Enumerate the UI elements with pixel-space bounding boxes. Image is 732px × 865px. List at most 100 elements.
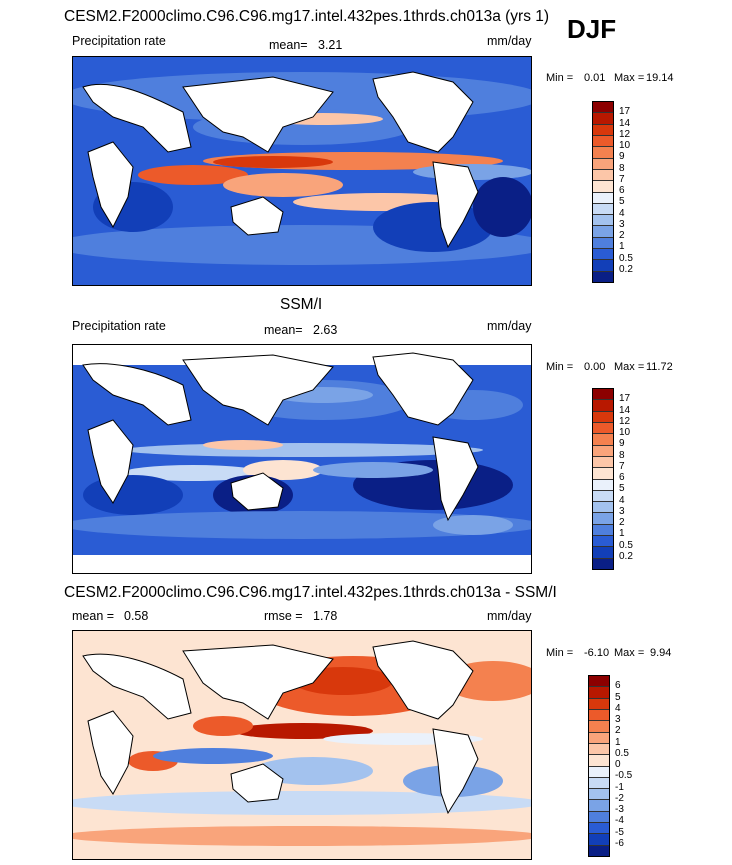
colorbar-swatch [593, 479, 613, 491]
colorbar-swatch [593, 169, 613, 182]
colorbar-tick-label: -4 [615, 815, 624, 827]
panel1-title: CESM2.F2000climo.C96.C96.mg17.intel.432p… [64, 8, 550, 25]
colorbar-swatch [593, 490, 613, 503]
panel3-min-label: Min = [546, 647, 574, 659]
panel2-map-svg [73, 345, 531, 573]
colorbar-swatch [593, 468, 613, 480]
colorbar-tick-label: 12 [619, 415, 631, 427]
colorbar-swatch [593, 434, 613, 446]
colorbar-tick-label: 0.2 [619, 263, 633, 275]
colorbar-swatch [589, 789, 609, 801]
panel1-units: mm/day [487, 34, 532, 48]
colorbar-swatch [593, 249, 613, 261]
colorbar-tick-label: 17 [619, 106, 631, 118]
colorbar-swatch [593, 226, 613, 238]
colorbar-tick-label: 6 [619, 185, 625, 196]
colorbar-tick-label: 10 [619, 140, 631, 151]
colorbar-swatch [589, 766, 609, 778]
colorbar-tick-label: -0.5 [615, 770, 633, 782]
panel3-max-label: Max = [614, 647, 645, 659]
colorbar-tick-label: 5 [615, 691, 621, 703]
colorbar-swatch [589, 845, 609, 856]
panel1-map-svg [73, 57, 531, 285]
colorbar-tick-label: 0.5 [619, 539, 633, 551]
panel2-max-value: 11.72 [646, 361, 673, 373]
panel2-max-label: Max = [614, 361, 645, 373]
colorbar-tick-label: 7 [619, 173, 625, 185]
colorbar-swatch [593, 524, 613, 537]
colorbar-tick-label: 5 [619, 196, 625, 208]
panel3-colorbar [588, 675, 610, 857]
colorbar-swatch [593, 215, 613, 227]
colorbar-swatch [589, 709, 609, 722]
colorbar-tick-label: 4 [619, 494, 625, 506]
colorbar-swatch [589, 777, 609, 790]
panel3-max-value: 9.94 [650, 647, 672, 659]
panel3-units: mm/day [487, 609, 532, 623]
panel3-title: CESM2.F2000climo.C96.C96.mg17.intel.432p… [64, 584, 557, 601]
colorbar-tick-label: 9 [619, 438, 625, 450]
season-label: DJF [567, 14, 617, 44]
colorbar-swatch [593, 124, 613, 136]
colorbar-tick-label: 2 [615, 725, 621, 737]
colorbar-tick-label: 14 [619, 117, 631, 129]
colorbar-swatch [593, 260, 613, 272]
colorbar-swatch [593, 158, 613, 170]
panel1-colorbar [592, 101, 614, 283]
colorbar-tick-label: 1 [615, 736, 621, 748]
panel2-variable-label: Precipitation rate [72, 319, 166, 333]
panel3-map-svg [73, 631, 531, 859]
colorbar-swatch [593, 389, 613, 401]
colorbar-tick-label: 10 [619, 427, 631, 438]
panel2-title: SSM/I [280, 296, 323, 313]
panel3-min-value: -6.10 [584, 647, 610, 659]
colorbar-swatch [589, 811, 609, 824]
panel1-variable-label: Precipitation rate [72, 34, 166, 48]
colorbar-swatch [589, 687, 609, 699]
colorbar-tick-label: -3 [615, 804, 624, 815]
colorbar-swatch [589, 834, 609, 846]
colorbar-tick-label: 14 [619, 404, 631, 416]
colorbar-tick-label: 4 [615, 702, 621, 714]
panel2-colorbar [592, 388, 614, 570]
colorbar-swatch [593, 456, 613, 469]
colorbar-tick-label: 6 [619, 472, 625, 483]
colorbar-tick-label: 0.2 [619, 550, 633, 562]
colorbar-swatch [589, 676, 609, 688]
panel1-min-label: Min = [546, 72, 574, 84]
colorbar-swatch [589, 732, 609, 744]
colorbar-tick-label: -6 [615, 837, 624, 849]
panel2-mean-value: 2.63 [313, 323, 338, 337]
colorbar-tick-label: 0 [615, 759, 621, 770]
colorbar-tick-label: 0.5 [615, 747, 629, 759]
colorbar-swatch [593, 192, 613, 204]
colorbar-tick-label: 8 [619, 162, 625, 174]
panel2-min-value: 0.00 [584, 361, 606, 373]
panel3-rmse-label: rmse = [264, 609, 303, 623]
panel1-max-value: 19.14 [646, 72, 674, 84]
colorbar-swatch [593, 400, 613, 412]
panel2-units: mm/day [487, 319, 532, 333]
colorbar-swatch [589, 800, 609, 812]
colorbar-swatch [593, 102, 613, 114]
colorbar-swatch [593, 547, 613, 559]
colorbar-swatch [589, 823, 609, 835]
colorbar-tick-label: 17 [619, 393, 631, 405]
colorbar-tick-label: 9 [619, 151, 625, 163]
colorbar-tick-label: 6 [615, 680, 621, 692]
colorbar-swatch [589, 721, 609, 733]
colorbar-tick-label: 8 [619, 449, 625, 461]
colorbar-swatch [593, 147, 613, 159]
colorbar-tick-label: -5 [615, 826, 624, 838]
colorbar-tick-label: 3 [619, 218, 625, 230]
colorbar-tick-label: -2 [615, 792, 624, 804]
colorbar-tick-label: -1 [615, 781, 624, 793]
colorbar-swatch [589, 698, 609, 710]
colorbar-swatch [593, 536, 613, 548]
panel1-mean-value: 3.21 [318, 38, 343, 52]
colorbar-swatch [593, 237, 613, 250]
colorbar-swatch [593, 502, 613, 514]
panel1-min-value: 0.01 [584, 72, 606, 84]
colorbar-swatch [593, 113, 613, 125]
colorbar-tick-label: 7 [619, 460, 625, 472]
